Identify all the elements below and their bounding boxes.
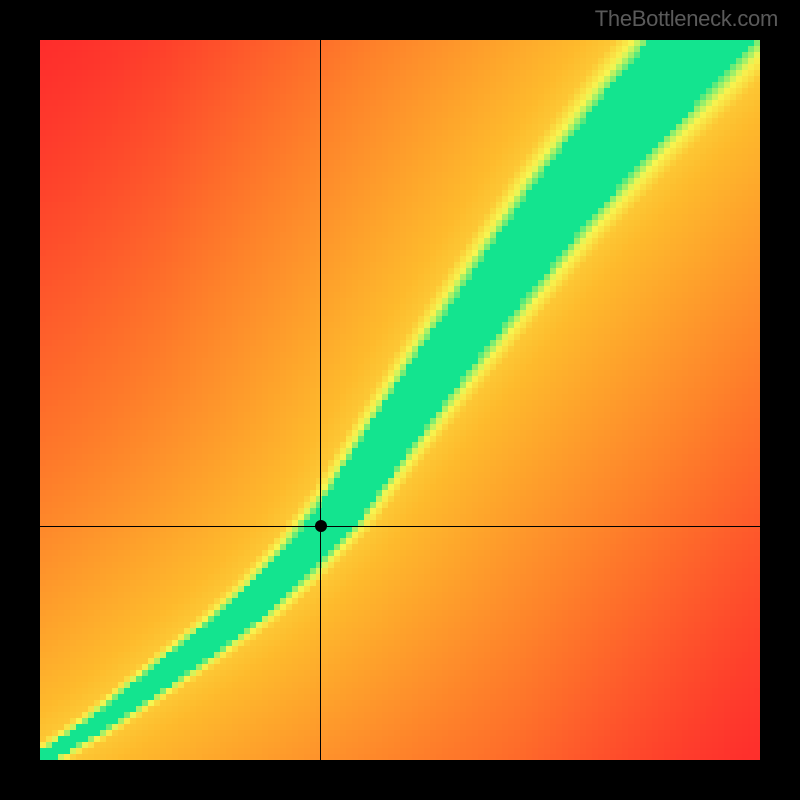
- figure-container: TheBottleneck.com: [0, 0, 800, 800]
- crosshair-vertical: [320, 40, 321, 760]
- crosshair-marker: [315, 520, 327, 532]
- watermark-text: TheBottleneck.com: [595, 6, 778, 32]
- heatmap-canvas: [40, 40, 760, 760]
- crosshair-horizontal: [40, 526, 760, 527]
- plot-area: [40, 40, 760, 760]
